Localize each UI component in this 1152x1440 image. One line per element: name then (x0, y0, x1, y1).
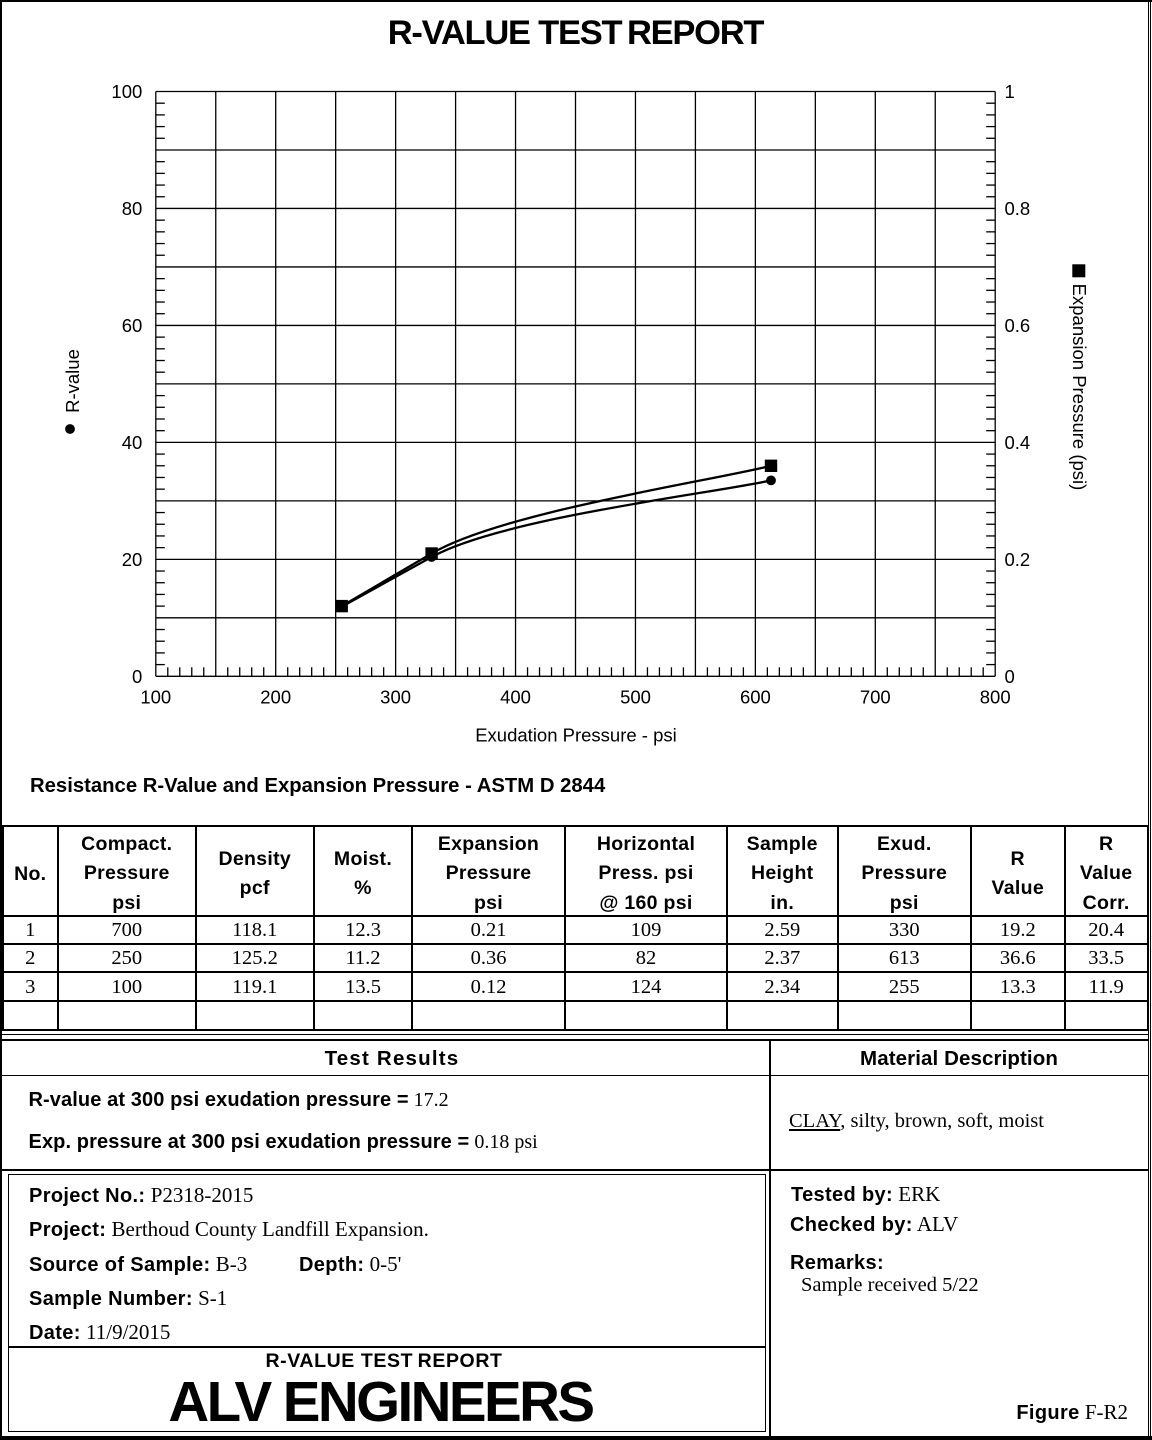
svg-text:Exudation Pressure - psi: Exudation Pressure - psi (475, 725, 677, 746)
svg-text:20: 20 (122, 549, 143, 570)
svg-text:0.6: 0.6 (1005, 315, 1031, 336)
svg-text:700: 700 (860, 687, 891, 708)
svg-text:400: 400 (500, 687, 531, 708)
svg-text:60: 60 (122, 315, 143, 336)
svg-text:100: 100 (111, 81, 142, 102)
svg-text:80: 80 (122, 198, 143, 219)
svg-text:0.4: 0.4 (1005, 432, 1031, 453)
svg-text:0: 0 (1005, 666, 1015, 687)
svg-text:40: 40 (122, 432, 143, 453)
svg-text:600: 600 (740, 687, 771, 708)
svg-text:0: 0 (132, 666, 142, 687)
svg-text:100: 100 (140, 687, 171, 708)
svg-text:800: 800 (980, 687, 1011, 708)
svg-text:500: 500 (620, 687, 651, 708)
svg-text:300: 300 (380, 687, 411, 708)
svg-text:R-value: R-value (62, 349, 83, 413)
svg-text:0.8: 0.8 (1005, 198, 1031, 219)
svg-text:0.2: 0.2 (1005, 549, 1031, 570)
svg-text:1: 1 (1005, 81, 1015, 102)
svg-text:200: 200 (260, 687, 291, 708)
svg-text:Expansion Pressure (psi): Expansion Pressure (psi) (1069, 284, 1090, 491)
